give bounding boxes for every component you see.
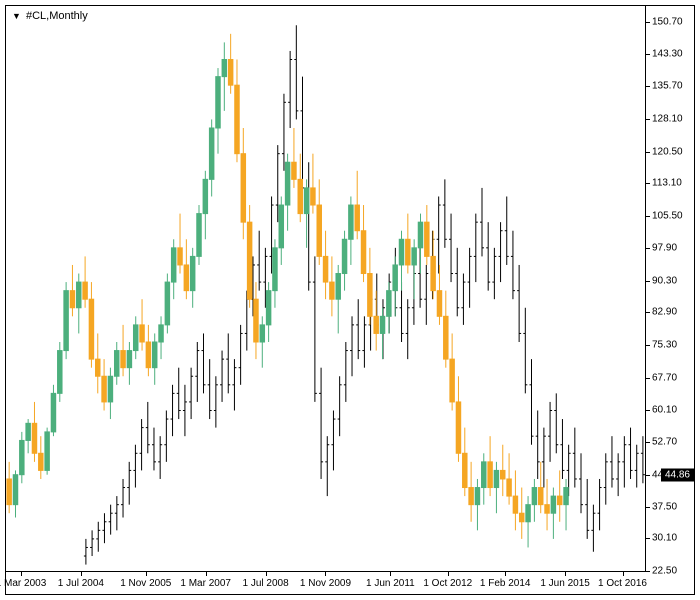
x-tick [448, 572, 449, 576]
y-tick [646, 442, 650, 443]
y-tick [646, 86, 650, 87]
y-tick [646, 571, 650, 572]
y-label: 105.50 [652, 210, 683, 221]
x-label: 1 Jun 2011 [366, 578, 415, 589]
x-tick [266, 572, 267, 576]
x-label: 1 Mar 2003 [0, 578, 46, 589]
y-label: 90.30 [652, 275, 677, 286]
x-tick [390, 572, 391, 576]
y-tick [646, 410, 650, 411]
x-tick [21, 572, 22, 576]
y-tick [646, 281, 650, 282]
x-tick [565, 572, 566, 576]
y-tick [646, 216, 650, 217]
y-label: 60.10 [652, 405, 677, 416]
y-label: 30.10 [652, 533, 677, 544]
x-tick [146, 572, 147, 576]
y-label: 75.30 [652, 340, 677, 351]
x-tick [623, 572, 624, 576]
y-label: 128.10 [652, 114, 683, 125]
y-tick [646, 119, 650, 120]
x-tick [325, 572, 326, 576]
dropdown-arrow-icon[interactable]: ▼ [12, 11, 21, 21]
y-label: 82.90 [652, 307, 677, 318]
y-tick [646, 538, 650, 539]
x-label: 1 Oct 2012 [423, 578, 472, 589]
y-label: 135.70 [652, 81, 683, 92]
x-label: 1 Nov 2005 [120, 578, 171, 589]
y-label: 120.50 [652, 146, 683, 157]
x-label: 1 Nov 2009 [300, 578, 351, 589]
y-label: 143.30 [652, 48, 683, 59]
y-tick [646, 248, 650, 249]
y-label: 150.70 [652, 17, 683, 28]
y-tick [646, 54, 650, 55]
y-tick [646, 152, 650, 153]
y-axis: 150.70 143.30 135.70 128.10 120.50 113.10 105.… [645, 6, 694, 571]
x-label: 1 Mar 2007 [180, 578, 231, 589]
y-label: 113.10 [652, 178, 682, 189]
y-tick [646, 345, 650, 346]
y-tick [646, 475, 650, 476]
plot-area[interactable] [6, 6, 646, 571]
candlestick-svg [6, 6, 646, 571]
y-tick [646, 507, 650, 508]
x-label: 1 Jul 2008 [243, 578, 289, 589]
y-label: 22.50 [652, 566, 677, 577]
x-tick [81, 572, 82, 576]
x-label: 1 Oct 2016 [598, 578, 647, 589]
y-tick [646, 378, 650, 379]
y-label: 52.70 [652, 436, 677, 447]
x-tick [206, 572, 207, 576]
chart-title: ▼ #CL,Monthly [12, 10, 88, 22]
x-tick [505, 572, 506, 576]
y-label: 37.50 [652, 501, 677, 512]
x-label: 1 Feb 2014 [480, 578, 531, 589]
y-tick [646, 312, 650, 313]
x-label: 1 Jun 2015 [540, 578, 590, 589]
x-label: 1 Jul 2004 [58, 578, 104, 589]
y-tick [646, 183, 650, 184]
y-label: 97.90 [652, 243, 677, 254]
y-label: 67.70 [652, 372, 677, 383]
y-tick [646, 22, 650, 23]
title-text: #CL,Monthly [26, 10, 88, 22]
x-axis: 1 Mar 20031 Jul 20041 Nov 20051 Mar 2007… [6, 571, 646, 594]
chart-container: ▼ #CL,Monthly 150.70 143.30 135.70 128.10 12… [0, 0, 700, 600]
current-price-marker: 44.86 [661, 469, 694, 482]
